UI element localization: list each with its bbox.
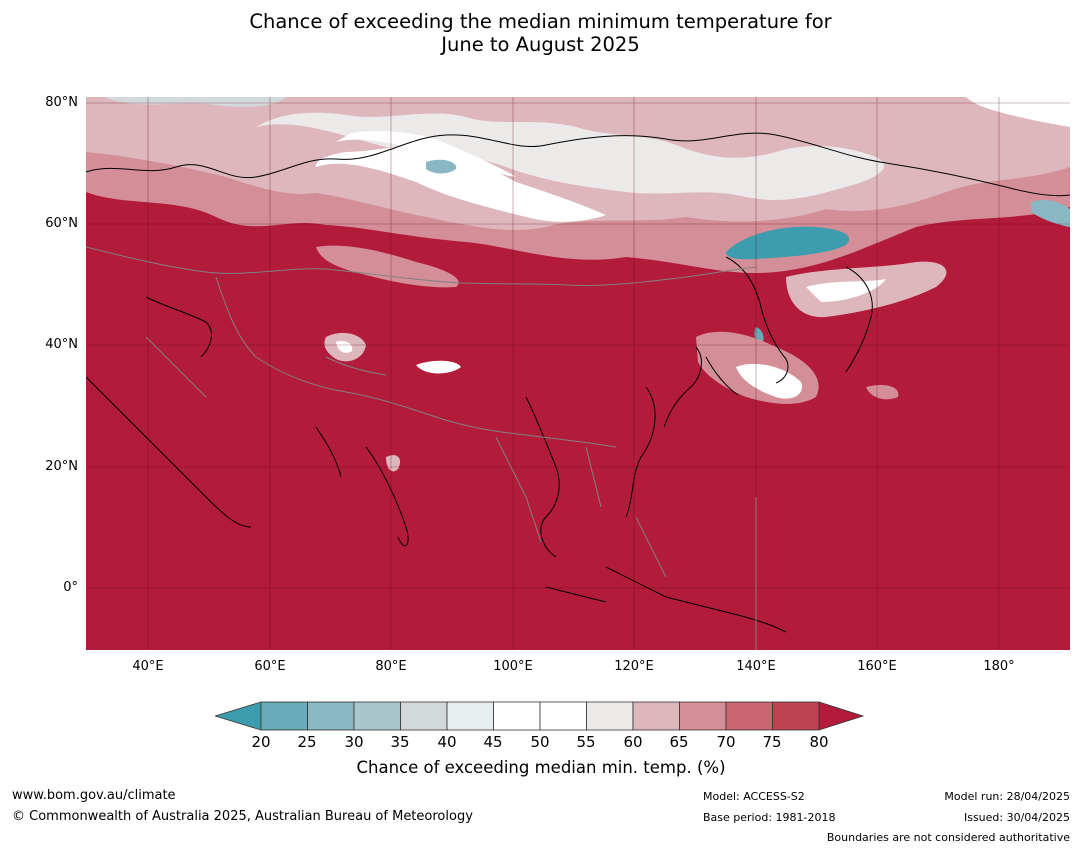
colorbar-legend xyxy=(215,701,865,731)
footer-base-period: Base period: 1981-2018 xyxy=(703,811,836,824)
colorbar-cell-30 xyxy=(353,701,401,731)
east-asia-light-patches xyxy=(696,261,947,404)
colorbar-cell-45 xyxy=(493,701,541,731)
lon-label-60e: 60°E xyxy=(254,659,286,674)
colorbar-extend-high xyxy=(818,701,865,731)
probability-map xyxy=(86,97,1070,650)
colorbar-tick-45: 45 xyxy=(483,733,503,751)
lon-label-40e: 40°E xyxy=(132,659,164,674)
title-line-1: Chance of exceeding the median minimum t… xyxy=(249,10,832,33)
teal-siberia-patch xyxy=(426,159,457,174)
colorbar-tick-50: 50 xyxy=(530,733,550,751)
country-boundaries xyxy=(86,246,757,650)
lon-label-120e: 120°E xyxy=(614,659,654,674)
colorbar-tick-20: 20 xyxy=(251,733,271,751)
lon-label-100e: 100°E xyxy=(493,659,533,674)
colorbar-cell-35 xyxy=(400,701,448,731)
colorbar-extend-low xyxy=(215,701,262,731)
colorbar-cell-50 xyxy=(539,701,587,731)
colorbar-tick-30: 30 xyxy=(344,733,364,751)
coastlines xyxy=(86,132,1070,633)
title-line-2: June to August 2025 xyxy=(441,33,640,56)
teal-okhotsk-region xyxy=(726,226,850,260)
colorbar-tick-60: 60 xyxy=(623,733,643,751)
lat-label-20n: 20°N xyxy=(45,459,78,474)
colorbar-cell-75 xyxy=(772,701,820,731)
footer-model-run: Model run: 28/04/2025 xyxy=(944,790,1070,803)
footer-url: www.bom.gov.au/climate xyxy=(12,788,176,803)
colorbar-cell-25 xyxy=(307,701,355,731)
central-asia-patches xyxy=(316,245,461,472)
lon-label-160e: 160°E xyxy=(857,659,897,674)
lat-label-80n: 80°N xyxy=(45,95,78,110)
colorbar-tick-55: 55 xyxy=(576,733,596,751)
colorbar-cell-55 xyxy=(586,701,634,731)
colorbar-tick-25: 25 xyxy=(297,733,317,751)
colorbar-cell-20 xyxy=(260,701,308,731)
colorbar-tick-70: 70 xyxy=(716,733,736,751)
lat-label-0: 0° xyxy=(63,580,78,595)
colorbar-cell-65 xyxy=(679,701,727,731)
lon-label-80e: 80°E xyxy=(375,659,407,674)
lat-label-60n: 60°N xyxy=(45,216,78,231)
colorbar-cell-60 xyxy=(632,701,680,731)
lon-label-180: 180° xyxy=(983,659,1015,674)
lat-label-40n: 40°N xyxy=(45,337,78,352)
colorbar-cell-40 xyxy=(446,701,494,731)
colorbar-tick-80: 80 xyxy=(809,733,829,751)
footer-copyright: © Commonwealth of Australia 2025, Austra… xyxy=(12,809,473,824)
colorbar-tick-65: 65 xyxy=(669,733,689,751)
colorbar-label: Chance of exceeding median min. temp. (%… xyxy=(356,758,726,777)
colorbar-tick-40: 40 xyxy=(437,733,457,751)
graticule xyxy=(86,97,1070,650)
footer-model: Model: ACCESS-S2 xyxy=(703,790,805,803)
colorbar-cell-70 xyxy=(725,701,773,731)
footer-issued: Issued: 30/04/2025 xyxy=(963,811,1070,824)
map-title: Chance of exceeding the median minimum t… xyxy=(0,10,1081,56)
colorbar-tick-35: 35 xyxy=(390,733,410,751)
lon-label-140e: 140°E xyxy=(736,659,776,674)
colorbar-tick-75: 75 xyxy=(762,733,782,751)
footer-disclaimer: Boundaries are not considered authoritat… xyxy=(826,831,1070,844)
